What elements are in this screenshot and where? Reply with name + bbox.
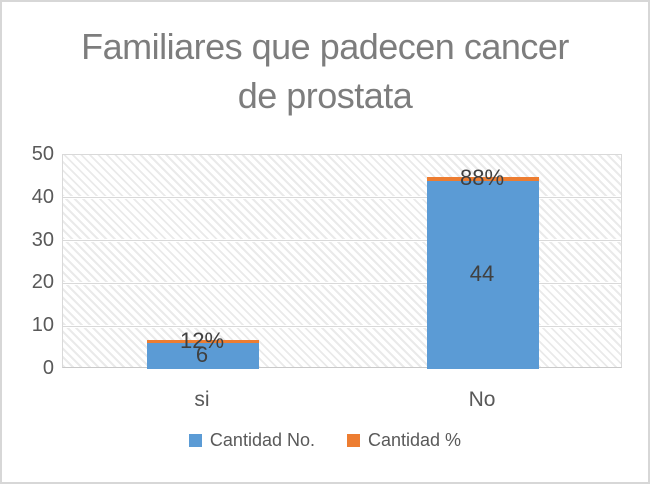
legend-label: Cantidad % (368, 430, 462, 450)
legend-label: Cantidad No. (209, 430, 315, 450)
y-tick-label: 0 (42, 357, 54, 379)
legend-swatch (347, 434, 360, 447)
legend: Cantidad No. Cantidad % (2, 430, 648, 451)
gridline (63, 240, 621, 242)
bar-segment-cantidad-no (427, 180, 539, 369)
chart-title-line1: Familiares que padecen cancer (81, 26, 569, 67)
data-label-value: 6 (195, 342, 209, 368)
data-label-percent: 12% (179, 328, 225, 354)
bar-segment-cantidad-no (147, 343, 259, 369)
gridline (63, 282, 621, 284)
y-tick-label: 30 (31, 228, 54, 251)
legend-item: Cantidad No. (188, 430, 315, 451)
plot-area (62, 154, 622, 369)
legend-item: Cantidad % (347, 430, 461, 451)
chart-title: Familiares que padecen cancer de prostat… (2, 22, 648, 120)
bar-segment-cantidad-pct (427, 176, 539, 181)
data-label-value: 44 (469, 260, 495, 286)
chart-title-line2: de prostata (237, 75, 413, 116)
data-label-percent: 88% (459, 164, 505, 190)
y-tick-label: 50 (31, 143, 54, 165)
bar-si (147, 340, 259, 369)
bar-no (427, 176, 539, 369)
y-tick-label: 10 (31, 314, 54, 337)
bar-segment-cantidad-pct (147, 340, 259, 344)
gridline (63, 325, 621, 327)
y-tick-label: 20 (31, 271, 54, 294)
legend-swatch (188, 434, 202, 447)
x-tick-label-si: si (194, 388, 210, 411)
gridline (63, 197, 621, 199)
y-tick-label: 40 (31, 185, 54, 208)
x-tick-label-no: No (468, 388, 496, 411)
